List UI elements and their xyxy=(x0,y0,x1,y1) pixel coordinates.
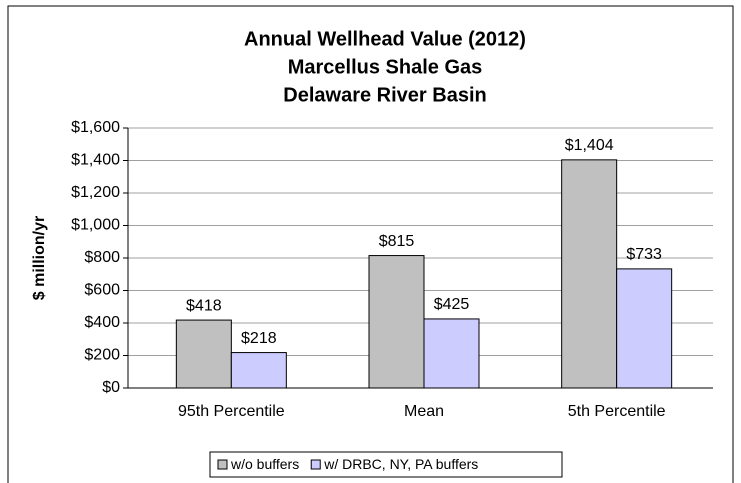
chart-title: Delaware River Basin xyxy=(283,84,486,106)
y-tick-label: $1,400 xyxy=(71,152,120,169)
chart-title: Marcellus Shale Gas xyxy=(288,56,483,78)
bar xyxy=(561,159,618,389)
legend-label: w/o buffers xyxy=(230,456,299,472)
x-tick-label: 5th Percentile xyxy=(568,403,666,420)
bar xyxy=(230,352,287,389)
bar xyxy=(616,268,673,389)
y-tick-label: $1,600 xyxy=(71,119,120,136)
legend-label: w/ DRBC, NY, PA buffers xyxy=(323,456,478,472)
y-tick-label: $200 xyxy=(84,347,120,364)
value-label: $733 xyxy=(626,246,662,263)
value-label: $218 xyxy=(241,330,277,347)
bar xyxy=(175,319,232,389)
bar xyxy=(368,255,425,389)
y-tick-label: $800 xyxy=(84,249,120,266)
x-tick-label: 95th Percentile xyxy=(178,403,285,420)
legend-swatch xyxy=(217,459,228,470)
legend-swatch xyxy=(310,459,321,470)
bar xyxy=(423,318,480,389)
y-tick-label: $600 xyxy=(84,282,120,299)
y-tick-label: $400 xyxy=(84,314,120,331)
y-tick-label: $1,200 xyxy=(71,184,120,201)
x-tick-label: Mean xyxy=(404,403,444,420)
y-tick-label: $1,000 xyxy=(71,217,120,234)
value-label: $815 xyxy=(379,233,415,250)
y-axis-label: $ million/yr xyxy=(31,216,48,300)
value-label: $1,404 xyxy=(565,137,614,154)
value-label: $425 xyxy=(434,296,470,313)
legend-box xyxy=(209,451,563,478)
y-tick-label: $0 xyxy=(102,379,120,396)
chart-title: Annual Wellhead Value (2012) xyxy=(244,28,526,50)
value-label: $418 xyxy=(186,297,222,314)
